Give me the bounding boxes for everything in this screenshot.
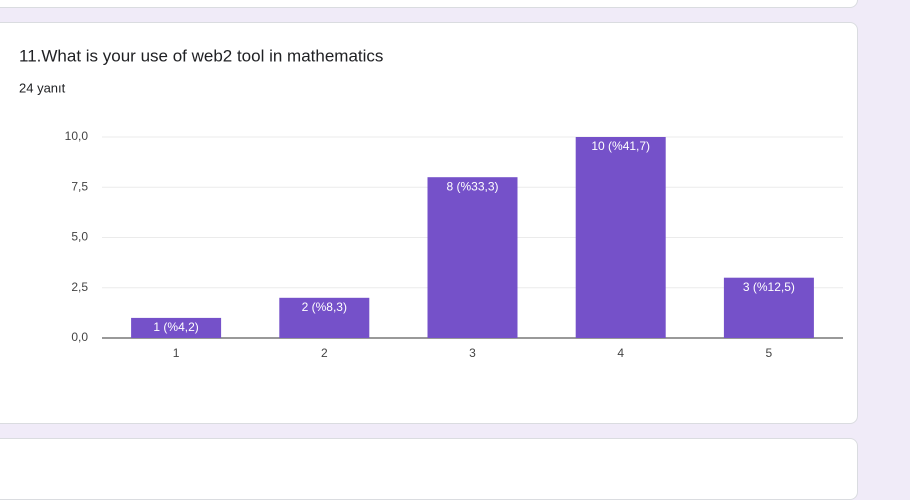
value-label: 8 (%33,3) [446, 179, 498, 193]
chart-subtitle: 24 yanıt [19, 80, 66, 95]
x-tick-label: 2 [321, 346, 328, 360]
y-tick-label: 2,5 [71, 280, 88, 294]
bar [427, 177, 518, 338]
value-label: 3 (%12,5) [743, 280, 795, 294]
x-tick-label: 5 [766, 346, 773, 360]
bar [279, 297, 370, 338]
value-label: 2 (%8,3) [302, 300, 347, 314]
y-tick-label: 5,0 [71, 230, 88, 244]
bar [131, 317, 222, 338]
page: 11.What is your use of web2 tool in math… [0, 0, 858, 500]
bar [723, 277, 814, 338]
value-label: 1 (%4,2) [153, 320, 198, 334]
x-tick-label: 1 [173, 346, 180, 360]
bar [575, 137, 666, 338]
x-tick-label: 4 [617, 346, 624, 360]
chart: 11.What is your use of web2 tool in math… [19, 46, 843, 360]
y-tick-label: 7,5 [71, 179, 88, 193]
x-tick-label: 3 [469, 346, 476, 360]
y-tick-label: 0,0 [71, 330, 88, 344]
value-label: 10 (%41,7) [591, 139, 650, 153]
y-tick-label: 10,0 [65, 129, 89, 143]
chart-title: 11.What is your use of web2 tool in math… [19, 46, 383, 65]
